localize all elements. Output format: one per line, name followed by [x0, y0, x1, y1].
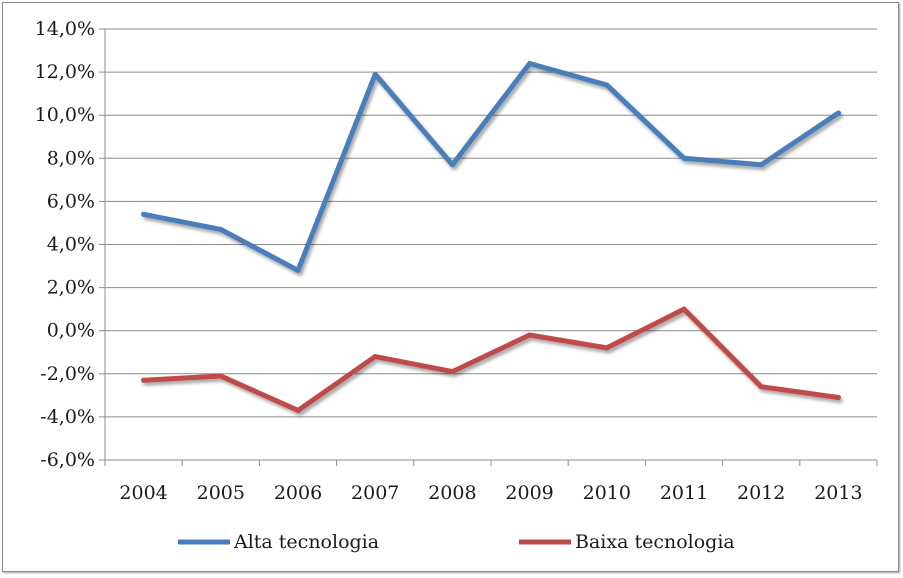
- x-tick-label: 2007: [351, 482, 399, 504]
- data-point: [758, 162, 764, 168]
- series-layer: [141, 60, 841, 413]
- y-tick-label: 8,0%: [47, 147, 95, 169]
- data-point: [372, 71, 378, 77]
- y-tick-label: 6,0%: [47, 190, 95, 212]
- series-line-1: [141, 61, 841, 273]
- grid-layer: [105, 28, 877, 461]
- y-tick-label: 14,0%: [35, 18, 95, 40]
- x-tick-label: 2006: [274, 482, 322, 504]
- data-point: [527, 332, 533, 338]
- chart-frame: 14,0% 12,0% 10,0% 8,0% 6,0% 4,0% 2,0% 0,0% -2,0%…: [2, 2, 899, 572]
- x-tick-label: 2011: [660, 482, 708, 504]
- data-point: [681, 306, 687, 312]
- data-point: [449, 369, 455, 375]
- legend-label: Baixa tecnologia: [575, 531, 735, 553]
- x-tick-label: 2010: [583, 482, 631, 504]
- x-tick-label: 2005: [197, 482, 245, 504]
- data-point: [527, 60, 533, 66]
- legend-label: Alta tecnologia: [233, 531, 379, 553]
- data-point: [758, 384, 764, 390]
- data-point: [681, 155, 687, 161]
- y-tick-label: 10,0%: [35, 104, 95, 126]
- data-point: [372, 354, 378, 360]
- data-point: [295, 407, 301, 413]
- axis-layer: [99, 28, 878, 466]
- x-tick-label: 2013: [814, 482, 862, 504]
- x-tick-label: 2012: [737, 482, 785, 504]
- series-line-2: [141, 306, 841, 413]
- data-point: [295, 267, 301, 273]
- data-point: [604, 82, 610, 88]
- label-layer: 14,0% 12,0% 10,0% 8,0% 6,0% 4,0% 2,0% 0,0% -2,0%…: [35, 18, 863, 504]
- y-tick-label: 0,0%: [47, 320, 95, 342]
- y-tick-label: -6,0%: [40, 449, 95, 471]
- y-tick-label: -4,0%: [40, 406, 95, 428]
- data-point: [604, 345, 610, 351]
- y-tick-label: 2,0%: [47, 277, 95, 299]
- x-tick-label: 2008: [428, 482, 476, 504]
- data-point: [141, 211, 147, 217]
- y-tick-label: -2,0%: [40, 363, 95, 385]
- x-tick-label: 2004: [119, 482, 167, 504]
- data-point: [835, 395, 841, 401]
- data-point: [218, 226, 224, 232]
- y-tick-label: 4,0%: [47, 234, 95, 256]
- data-point: [449, 162, 455, 168]
- line-chart: 14,0% 12,0% 10,0% 8,0% 6,0% 4,0% 2,0% 0,0% -2,0%…: [35, 18, 878, 553]
- data-point: [141, 377, 147, 383]
- data-point: [218, 373, 224, 379]
- x-tick-label: 2009: [505, 482, 553, 504]
- legend: Alta tecnologia Baixa tecnologia: [178, 531, 735, 553]
- data-point: [835, 110, 841, 116]
- y-tick-label: 12,0%: [35, 61, 95, 83]
